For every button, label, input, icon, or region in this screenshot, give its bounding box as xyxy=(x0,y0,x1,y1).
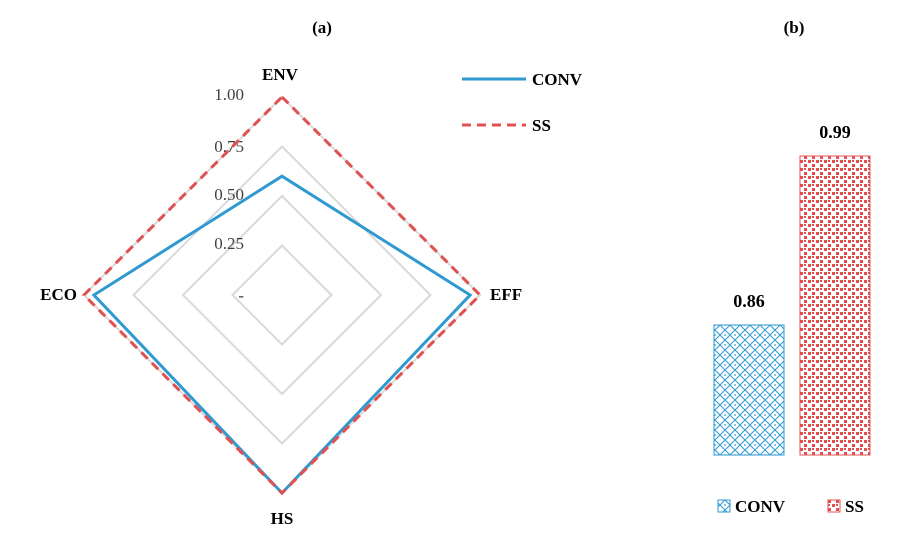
legend-swatch-ss xyxy=(827,499,841,513)
radar-grid-ring xyxy=(231,244,333,346)
radar-series-ss xyxy=(81,94,483,496)
axis-label-eff: EFF xyxy=(490,285,522,304)
bar-marks: 0.86 0.99 xyxy=(713,122,871,456)
legend-label-ss: SS xyxy=(532,116,551,135)
radar-tick-label: 0.50 xyxy=(214,185,244,204)
bar-conv xyxy=(713,324,785,456)
radar-tick-labels: 1.00 0.75 0.50 0.25 - xyxy=(214,85,244,305)
radar-tick-label: 0.25 xyxy=(214,234,244,253)
radar-tick-label: 0.75 xyxy=(214,137,244,156)
radar-legend: CONV SS xyxy=(462,70,583,135)
radar-series-conv xyxy=(91,174,473,496)
bar-legend-label-conv: CONV xyxy=(735,497,786,516)
bar-data-label-conv: 0.86 xyxy=(733,291,765,311)
legend-swatch-conv xyxy=(717,499,731,513)
bar-data-label-ss: 0.99 xyxy=(819,122,851,142)
legend-label-conv: CONV xyxy=(532,70,583,89)
bar-title: (b) xyxy=(784,18,805,37)
axis-label-env: ENV xyxy=(262,65,299,84)
bar-legend-label-ss: SS xyxy=(845,497,864,516)
radar-grid-ring xyxy=(132,145,432,445)
bar-ss xyxy=(799,155,871,456)
axis-label-hs: HS xyxy=(271,509,294,528)
radar-tick-label: 1.00 xyxy=(214,85,244,104)
bar-chart: (b) 0.86 0.99 CONV SS xyxy=(713,18,871,516)
radar-series xyxy=(81,94,483,496)
radar-title: (a) xyxy=(312,18,332,37)
bar-legend: CONV SS xyxy=(717,497,864,516)
radar-axis-labels: ENV EFF HS ECO xyxy=(40,65,522,528)
radar-tick-label: - xyxy=(238,286,244,305)
radar-grid-ring xyxy=(82,95,482,495)
radar-grid xyxy=(82,95,482,495)
radar-grid-ring xyxy=(181,194,383,396)
radar-chart: (a) 1.00 0.75 0.50 0.25 - ENV EFF HS ECO CON… xyxy=(40,18,583,528)
axis-label-eco: ECO xyxy=(40,285,77,304)
